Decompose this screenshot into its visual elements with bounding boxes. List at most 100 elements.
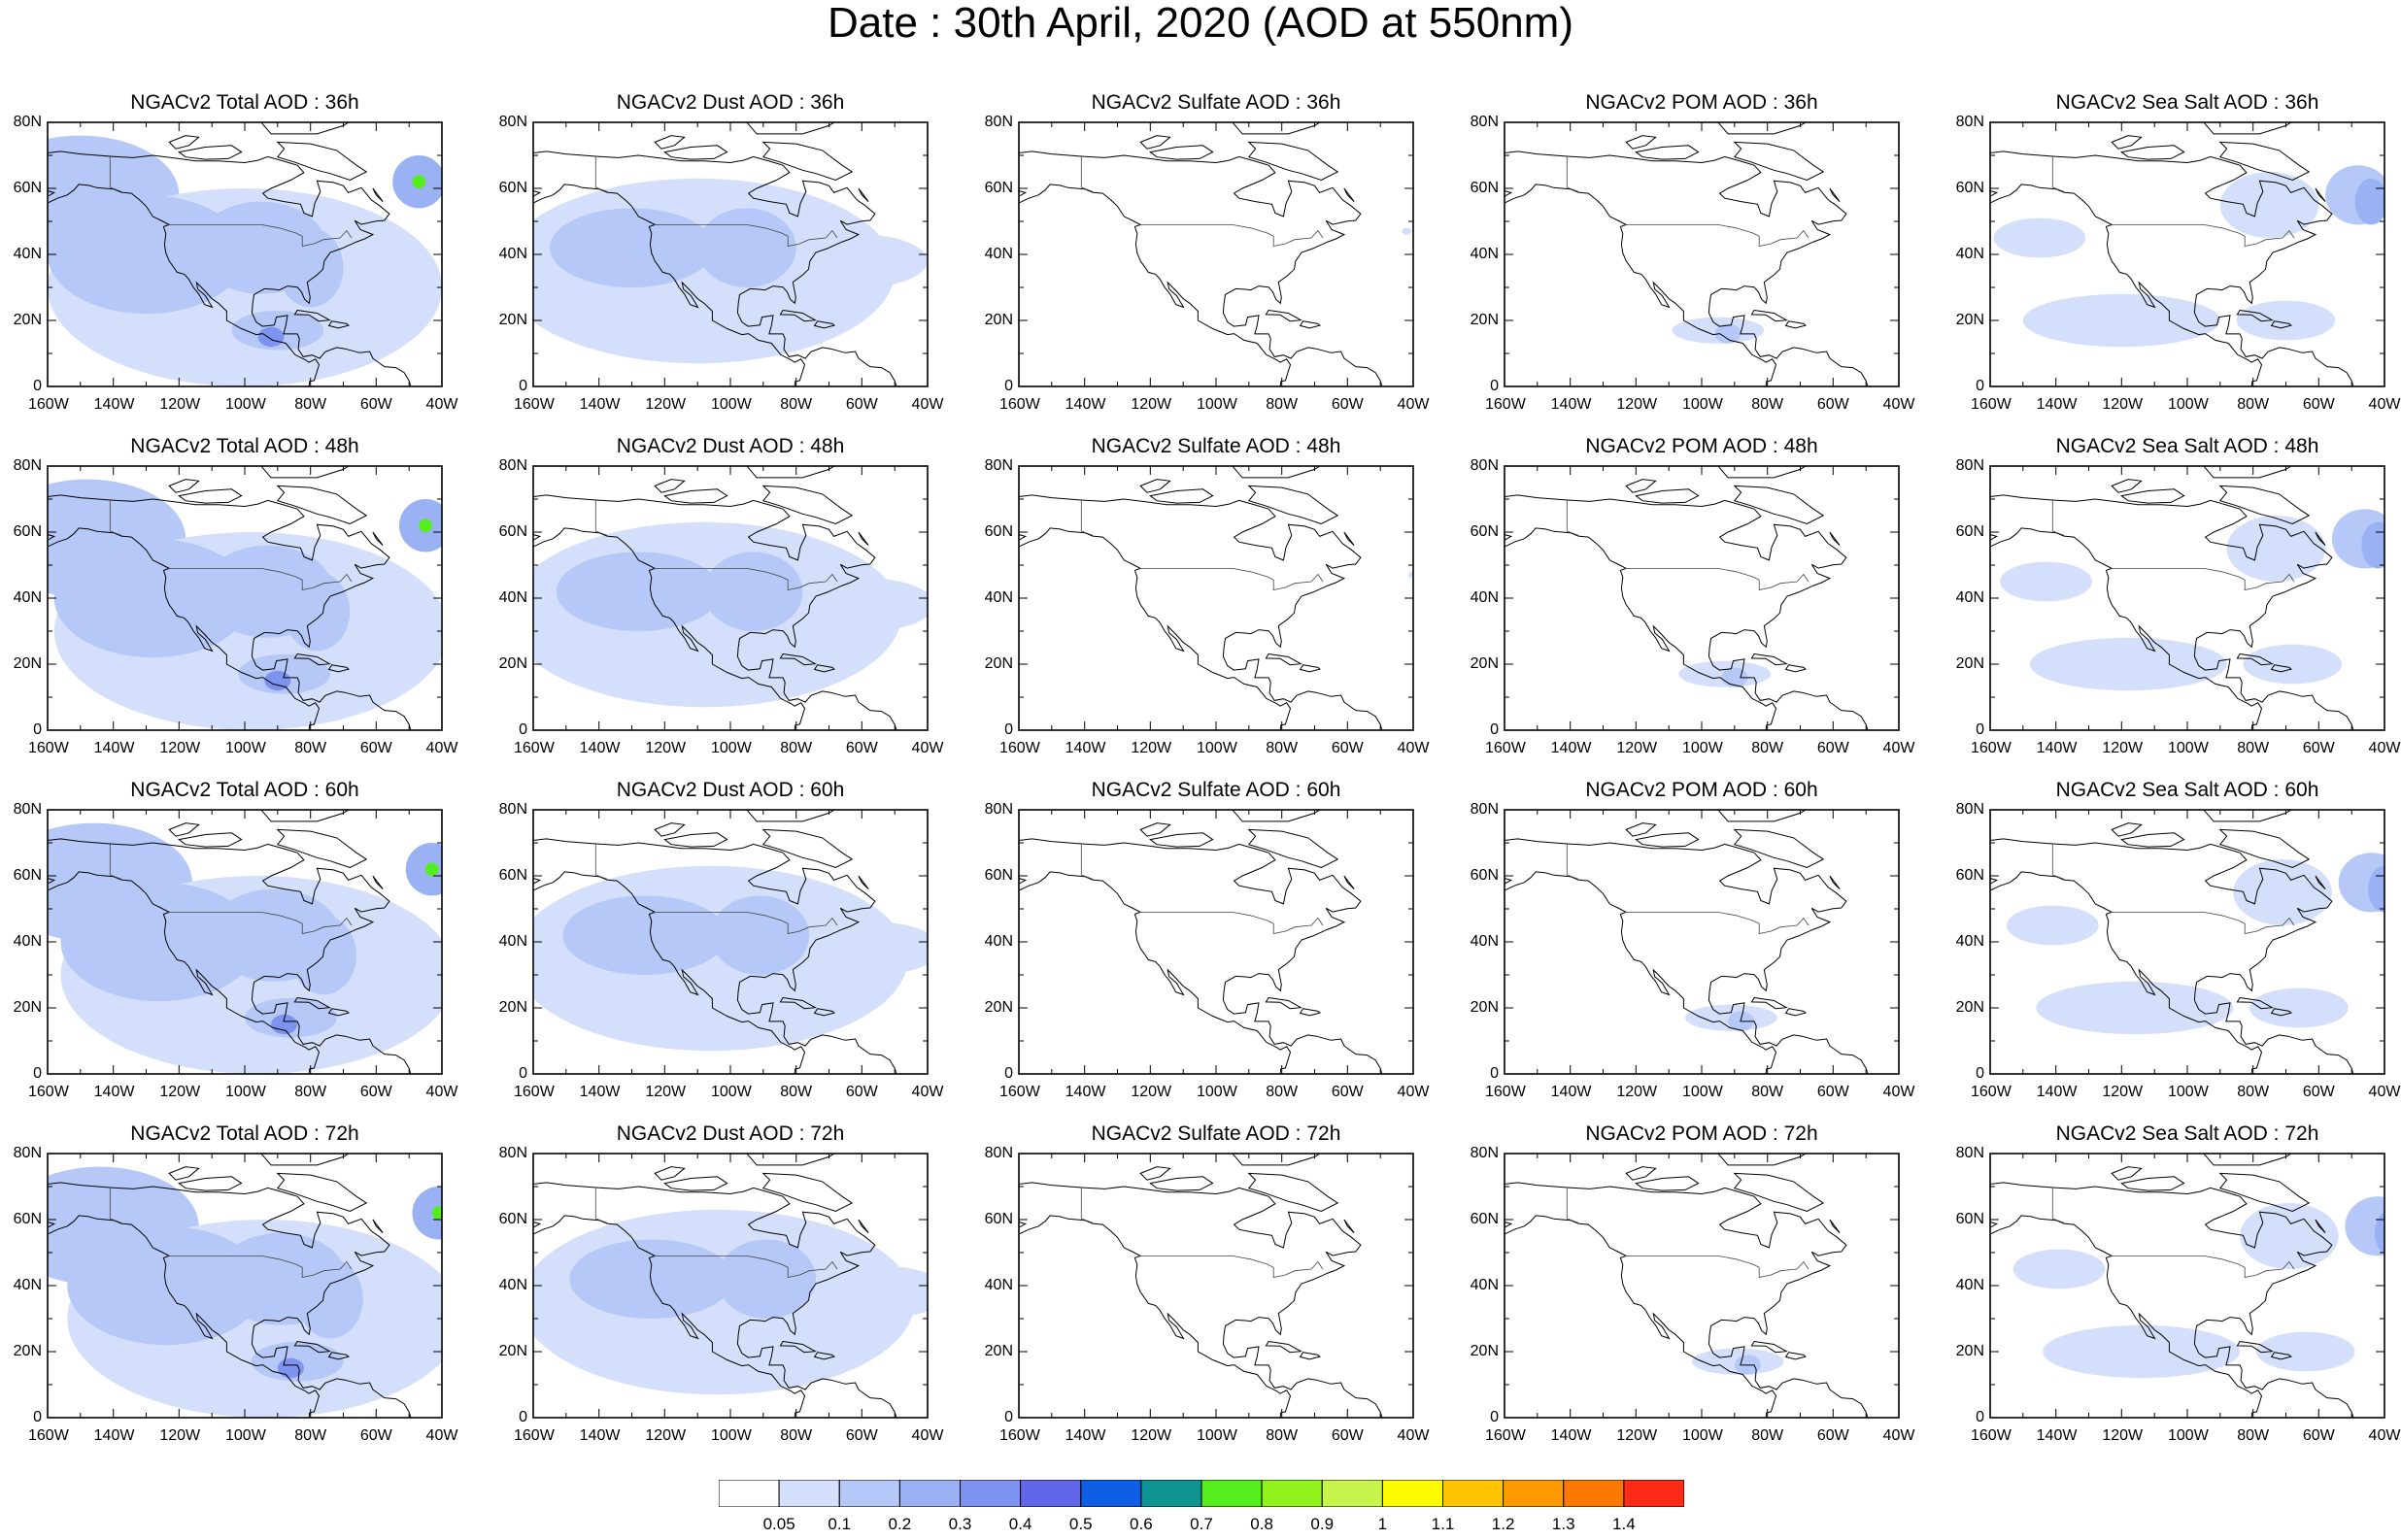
lon-tick-label: 120W xyxy=(2102,740,2144,756)
lon-tick-label: 80W xyxy=(1751,396,1784,413)
lon-tick-label: 60W xyxy=(2302,740,2335,756)
lon-tick-label: 80W xyxy=(2237,396,2270,413)
figure-title: Date : 30th April, 2020 (AOD at 550nm) xyxy=(828,0,1573,47)
lat-tick-label: 80N xyxy=(13,457,42,474)
lon-tick-label: 40W xyxy=(1882,1427,1915,1444)
lon-tick-label: 140W xyxy=(1550,1427,1592,1444)
colorbar: 0.05 0.1 0.2 0.3 0.4 0.5 0.6 0.7 0.8 0.9 1 1.1 1.2 1.… xyxy=(718,1479,1685,1540)
lat-tick-label: 20N xyxy=(1470,1343,1499,1359)
lat-tick-label: 80N xyxy=(984,1145,1013,1161)
lat-tick-label: 20N xyxy=(1470,999,1499,1016)
coastline xyxy=(1019,838,1383,1074)
colorbar-swatch xyxy=(898,1479,961,1508)
lon-tick-label: 100W xyxy=(1197,740,1237,756)
lat-tick-label: 40N xyxy=(1470,1277,1499,1293)
panel-title: NGACv2 Sulfate AOD : 60h xyxy=(1091,779,1341,801)
lon-tick-label: 40W xyxy=(1397,1427,1430,1444)
lat-tick-label: 0 xyxy=(1004,1065,1013,1082)
colorbar-swatch xyxy=(1381,1479,1444,1508)
colorbar-label: 1.4 xyxy=(1612,1515,1636,1533)
country-border xyxy=(2110,912,2295,934)
panel-title: NGACv2 Dust AOD : 72h xyxy=(616,1122,845,1145)
lon-tick-label: 100W xyxy=(2168,1427,2209,1444)
colorbar-label: 1.1 xyxy=(1431,1515,1455,1533)
lat-tick-label: 80N xyxy=(1470,457,1499,474)
lat-tick-label: 60N xyxy=(984,1211,1013,1227)
lon-tick-label: 60W xyxy=(845,740,878,756)
lat-tick-label: 60N xyxy=(1470,523,1499,540)
lon-tick-label: 120W xyxy=(645,1427,687,1444)
lat-tick-label: 80N xyxy=(498,1145,527,1161)
aod-map xyxy=(47,465,443,731)
lon-tick-label: 160W xyxy=(1971,396,2012,413)
country-border xyxy=(2110,224,2295,247)
country-border xyxy=(653,568,838,590)
lat-tick-label: 20N xyxy=(13,1343,42,1359)
lat-tick-label: 60N xyxy=(13,180,42,196)
colorbar-label: 0.7 xyxy=(1190,1515,1213,1533)
country-border xyxy=(167,1255,353,1278)
lon-tick-label: 120W xyxy=(645,740,687,756)
country-border xyxy=(109,156,122,192)
lon-tick-label: 40W xyxy=(425,1427,458,1444)
coastline xyxy=(1625,466,1841,673)
panel-title: NGACv2 POM AOD : 48h xyxy=(1585,435,1818,457)
lon-tick-label: 60W xyxy=(2302,1427,2335,1444)
aod-region xyxy=(2243,644,2343,685)
map-frame xyxy=(1504,809,1900,1075)
lat-tick-label: 0 xyxy=(1976,378,1984,394)
lon-tick-label: 160W xyxy=(28,1084,69,1100)
colorbar-label: 0.1 xyxy=(828,1515,852,1533)
lon-tick-label: 80W xyxy=(780,1084,813,1100)
lat-tick-label: 60N xyxy=(984,523,1013,540)
country-border xyxy=(109,844,122,880)
coastline xyxy=(1505,151,1869,386)
lat-tick-label: 40N xyxy=(1470,933,1499,950)
lat-tick-label: 40N xyxy=(1955,1277,1984,1293)
colorbar-swatch xyxy=(1080,1479,1142,1508)
lon-tick-label: 100W xyxy=(1682,1084,1723,1100)
aod-region xyxy=(2012,1249,2106,1289)
coastline xyxy=(1019,1182,1383,1418)
aod-region xyxy=(562,895,727,975)
lat-tick-label: 60N xyxy=(13,1211,42,1227)
map-frame xyxy=(1504,121,1900,387)
lat-tick-label: 60N xyxy=(1470,867,1499,884)
lat-tick-label: 40N xyxy=(1955,589,1984,606)
coastline xyxy=(1139,122,1355,329)
lat-tick-label: 40N xyxy=(498,1277,527,1293)
lon-tick-label: 140W xyxy=(1065,396,1106,413)
country-border xyxy=(2110,1255,2295,1278)
aod-region xyxy=(2226,516,2326,582)
aod-region xyxy=(802,578,928,631)
lat-tick-label: 80N xyxy=(1955,457,1984,474)
lon-tick-label: 120W xyxy=(1131,396,1172,413)
panel-title: NGACv2 Dust AOD : 36h xyxy=(616,91,845,114)
lon-tick-label: 160W xyxy=(1971,1084,2012,1100)
lon-tick-label: 40W xyxy=(425,396,458,413)
lat-tick-label: 0 xyxy=(33,721,42,738)
lon-tick-label: 80W xyxy=(780,1427,813,1444)
lat-tick-label: 80N xyxy=(498,114,527,130)
country-border xyxy=(109,500,122,536)
lat-tick-label: 80N xyxy=(13,114,42,130)
lat-tick-label: 60N xyxy=(13,867,42,884)
aod-region xyxy=(795,234,928,287)
lon-tick-label: 140W xyxy=(93,740,135,756)
lat-tick-label: 20N xyxy=(984,999,1013,1016)
lat-tick-label: 0 xyxy=(1976,721,1984,738)
lon-tick-label: 80W xyxy=(780,396,813,413)
aod-region xyxy=(549,208,715,287)
colorbar-swatch xyxy=(1442,1479,1505,1508)
lon-tick-label: 60W xyxy=(2302,1084,2335,1100)
map-frame xyxy=(1504,465,1900,731)
lon-tick-label: 140W xyxy=(1550,740,1592,756)
lon-tick-label: 40W xyxy=(425,1084,458,1100)
aod-region xyxy=(1402,227,1412,235)
aod-region xyxy=(697,208,796,287)
lat-tick-label: 0 xyxy=(33,1409,42,1425)
lon-tick-label: 160W xyxy=(514,1084,555,1100)
aod-map xyxy=(1504,121,1900,387)
lat-tick-label: 0 xyxy=(1004,378,1013,394)
